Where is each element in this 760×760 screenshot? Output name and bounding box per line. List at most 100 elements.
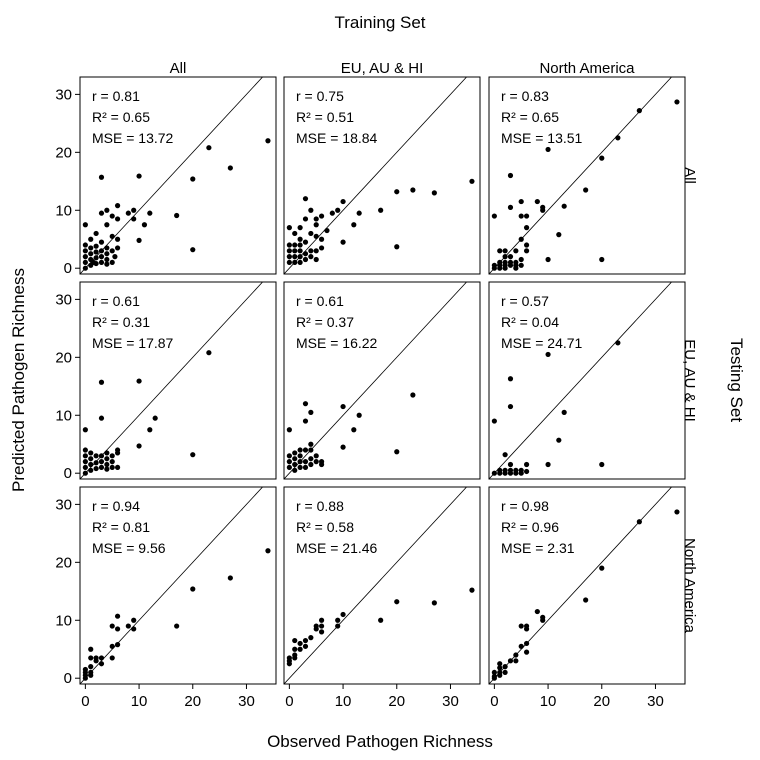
data-point [131, 216, 137, 222]
data-point [286, 453, 292, 459]
data-point [136, 237, 142, 243]
data-point [335, 617, 341, 623]
stat-label: R² = 0.04 [501, 314, 559, 330]
data-point [152, 415, 158, 421]
data-point [104, 261, 110, 267]
stat-label: R² = 0.65 [92, 109, 150, 125]
data-point [114, 447, 121, 453]
data-point [308, 447, 314, 453]
data-point [98, 464, 105, 471]
data-point [674, 509, 680, 515]
data-point [302, 401, 309, 407]
data-point [313, 453, 319, 459]
stat-label: MSE = 9.56 [92, 540, 166, 556]
stat-label: r = 0.98 [501, 498, 549, 514]
panel-grid: All EU, AU & HI North America All EU, AU & H… [55, 60, 698, 710]
stat-label: r = 0.61 [296, 293, 344, 309]
data-point [82, 464, 88, 471]
data-point [292, 230, 298, 237]
data-point [114, 245, 121, 251]
identity-line [80, 282, 263, 479]
x-tick-label: 20 [184, 693, 201, 710]
stat-label: R² = 0.81 [92, 519, 150, 535]
data-point [507, 467, 514, 473]
data-point [356, 210, 362, 216]
data-point [507, 254, 514, 260]
data-point [502, 259, 508, 266]
data-point [297, 254, 303, 260]
column-label: All [170, 60, 187, 77]
data-point [136, 378, 142, 384]
data-point [329, 210, 335, 216]
data-point [561, 409, 567, 415]
data-point [302, 256, 309, 263]
data-point [313, 248, 319, 254]
stat-label: r = 0.61 [92, 293, 140, 309]
data-point [583, 187, 589, 193]
data-point [313, 256, 319, 263]
data-point [109, 643, 115, 649]
data-point [292, 467, 298, 473]
data-point [583, 597, 589, 603]
data-point [302, 216, 309, 222]
data-point [114, 464, 121, 471]
row-label: All [681, 167, 698, 184]
data-point [518, 256, 524, 263]
panel-border [79, 281, 277, 480]
data-point [502, 467, 508, 473]
data-point [507, 403, 514, 410]
data-point [104, 456, 110, 462]
data-point [297, 453, 303, 459]
identity-line [284, 77, 467, 274]
x-tick-label: 30 [647, 693, 664, 710]
data-point [286, 225, 292, 231]
y-tick-label: 20 [55, 349, 72, 366]
data-point [190, 452, 196, 458]
scatter-panel: r = 0.81 R² = 0.65 MSE = 13.72 0 10 20 30 [55, 76, 277, 277]
data-point [513, 652, 519, 658]
data-point [308, 248, 314, 254]
stat-label: MSE = 21.46 [296, 540, 378, 556]
data-point [114, 203, 121, 209]
data-point [131, 617, 137, 623]
x-tick-label: 10 [131, 693, 148, 710]
scatter-panel: r = 0.98 R² = 0.96 MSE = 2.31 0 10 20 30 [488, 486, 686, 710]
data-point [125, 623, 131, 629]
data-point [82, 427, 88, 433]
data-point [469, 587, 475, 593]
stat-label: MSE = 24.71 [501, 335, 583, 351]
data-point [292, 456, 298, 462]
data-point [104, 222, 110, 228]
data-point [308, 254, 314, 260]
data-point [313, 233, 319, 239]
stat-label: r = 0.57 [501, 293, 549, 309]
data-point [104, 256, 110, 263]
y-tick-label: 0 [64, 260, 72, 277]
y-tick-label: 10 [55, 612, 72, 629]
identity-line [284, 282, 467, 479]
stat-label: MSE = 17.87 [92, 335, 174, 351]
data-point [340, 239, 346, 245]
data-point [88, 245, 94, 251]
data-point [351, 427, 357, 433]
data-point [523, 468, 530, 475]
data-point [431, 600, 437, 606]
data-point [545, 146, 551, 153]
data-point [378, 617, 384, 623]
data-point [93, 655, 99, 661]
y-tick-label: 0 [64, 465, 72, 482]
data-point [265, 138, 271, 144]
data-point [513, 467, 519, 473]
data-point [491, 262, 497, 268]
data-point [147, 427, 153, 433]
data-point [88, 646, 94, 652]
data-point [114, 642, 121, 648]
data-point [114, 626, 121, 632]
data-point [518, 623, 524, 629]
data-point [497, 669, 503, 676]
data-point [286, 248, 292, 254]
data-point [469, 178, 475, 184]
data-point [615, 340, 621, 346]
data-point [540, 204, 546, 210]
